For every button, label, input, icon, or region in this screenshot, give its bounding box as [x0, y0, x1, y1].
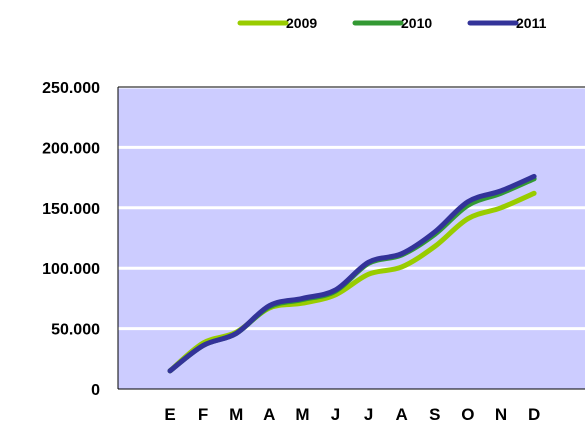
y-axis-tick-labels: 0 50.000 100.000 150.000 200.000 250.000 [42, 80, 100, 399]
y-tick-label: 250.000 [42, 80, 100, 97]
x-tick-label: J [364, 405, 373, 424]
series-line-2011 [167, 173, 537, 374]
plot-area [118, 87, 585, 389]
x-tick-label: O [461, 405, 474, 424]
series-lines [167, 173, 537, 374]
x-tick-label: E [164, 405, 175, 424]
legend-label: 2011 [516, 15, 547, 31]
x-tick-label: M [229, 405, 243, 424]
legend-label: 2010 [401, 15, 432, 31]
x-tick-label: N [495, 405, 507, 424]
x-tick-label: A [263, 405, 275, 424]
x-tick-label: J [331, 405, 340, 424]
x-tick-label: A [396, 405, 408, 424]
x-tick-label: M [295, 405, 309, 424]
y-tick-label: 150.000 [42, 201, 100, 218]
x-tick-label: F [198, 405, 208, 424]
x-tick-label: S [429, 405, 440, 424]
y-tick-label: 200.000 [42, 140, 100, 157]
legend: 2009 2010 2011 [237, 15, 547, 31]
y-tick-label: 50.000 [51, 322, 100, 339]
x-tick-label: D [528, 405, 540, 424]
gridlines [117, 85, 585, 390]
legend-label: 2009 [286, 15, 317, 31]
y-tick-label: 0 [91, 382, 100, 399]
y-tick-label: 100.000 [42, 261, 100, 278]
